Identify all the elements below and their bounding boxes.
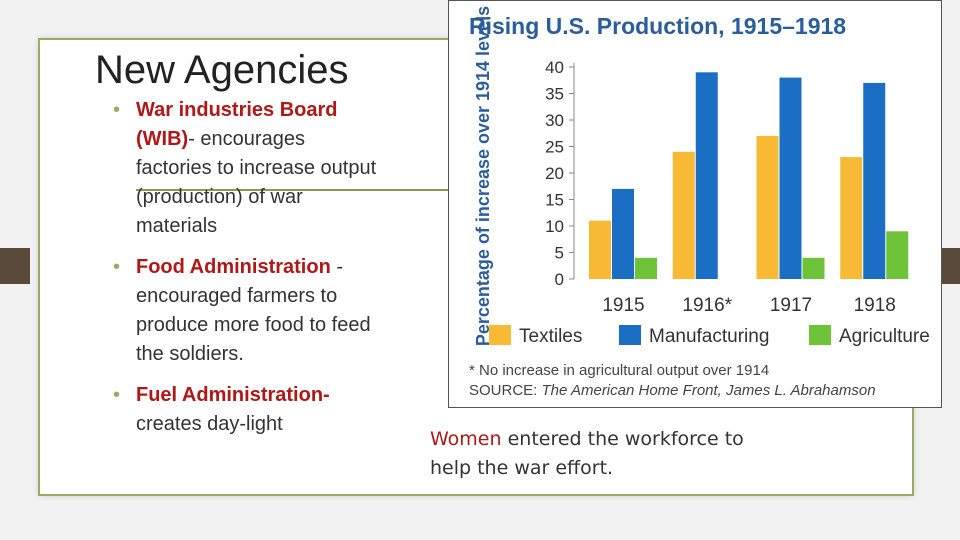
y-tick-label: 0 bbox=[555, 270, 564, 289]
y-tick-label: 25 bbox=[545, 138, 564, 157]
source-label: SOURCE: bbox=[469, 382, 542, 399]
bar-textiles-1918 bbox=[840, 157, 863, 279]
bullet-wib: • War industries Board (WIB)- encourages… bbox=[112, 96, 382, 241]
chart-image: Rising U.S. Production, 1915–1918 Percent… bbox=[448, 0, 942, 408]
y-tick-label: 15 bbox=[545, 191, 564, 210]
caption: Women entered the workforce to help the … bbox=[430, 425, 790, 483]
y-tick-label: 30 bbox=[545, 111, 564, 130]
legend-label-agriculture: Agriculture bbox=[839, 326, 930, 347]
bullet-text: - encourages factories to increase outpu… bbox=[136, 128, 377, 237]
legend-label-textiles: Textiles bbox=[519, 326, 582, 347]
bar-textiles-1917 bbox=[756, 135, 779, 279]
title-underline bbox=[136, 189, 576, 191]
bullet-clip-area: • War industries Board (WIB)- encourages… bbox=[112, 96, 412, 540]
y-tick-label: 5 bbox=[555, 244, 564, 263]
bullet-food: • Food Administration - encouraged farme… bbox=[112, 253, 382, 369]
legend-swatch-textiles bbox=[489, 325, 511, 345]
chart-title: Rising U.S. Production, 1915–1918 bbox=[469, 13, 846, 39]
production-chart: Rising U.S. Production, 1915–1918Percent… bbox=[469, 6, 930, 399]
bar-manufacturing-1916* bbox=[695, 72, 718, 279]
bullet-term: Fuel Administration- bbox=[136, 384, 330, 406]
y-tick-label: 20 bbox=[545, 164, 564, 183]
x-tick-label: 1917 bbox=[770, 295, 812, 316]
bullet-term: War industries Board (WIB) bbox=[136, 99, 338, 150]
bar-manufacturing-1915 bbox=[612, 188, 634, 279]
x-tick-label: 1915 bbox=[602, 295, 644, 316]
left-edge-tab bbox=[0, 248, 30, 284]
x-tick-label: 1918 bbox=[854, 295, 896, 316]
bullet-fuel: • Fuel Administration- creates day-light bbox=[112, 381, 382, 439]
chart-source: SOURCE: The American Home Front, James L… bbox=[469, 382, 876, 399]
chart-footnote: * No increase in agricultural output ove… bbox=[469, 362, 769, 379]
legend-label-manufacturing: Manufacturing bbox=[649, 326, 769, 347]
slide-title: New Agencies bbox=[95, 48, 349, 92]
bullet-text: - encouraged farmers to produce more foo… bbox=[136, 256, 371, 365]
y-tick-label: 40 bbox=[545, 58, 564, 77]
bar-textiles-1916* bbox=[672, 151, 695, 279]
y-axis-label: Percentage of increase over 1914 levels bbox=[473, 6, 493, 346]
bullet-text: creates day-light bbox=[136, 413, 283, 435]
bar-manufacturing-1918 bbox=[863, 82, 886, 280]
bullet-dot-icon: • bbox=[113, 384, 121, 406]
bullet-list: • War industries Board (WIB)- encourages… bbox=[112, 96, 382, 451]
legend-swatch-manufacturing bbox=[619, 325, 641, 345]
caption-highlight: Women bbox=[430, 428, 502, 450]
bar-manufacturing-1917 bbox=[779, 77, 802, 279]
bar-agriculture-1918 bbox=[886, 231, 909, 279]
legend-swatch-agriculture bbox=[809, 325, 831, 345]
bullet-term: Food Administration bbox=[136, 256, 331, 278]
bar-agriculture-1917 bbox=[802, 257, 825, 279]
bar-agriculture-1915 bbox=[635, 257, 657, 279]
bullet-dot-icon: • bbox=[113, 99, 121, 121]
bullet-dot-icon: • bbox=[113, 256, 121, 278]
source-text: The American Home Front, James L. Abraha… bbox=[542, 382, 876, 399]
y-tick-label: 10 bbox=[545, 217, 564, 236]
x-tick-label: 1916* bbox=[682, 295, 732, 316]
bar-textiles-1915 bbox=[589, 220, 611, 279]
y-tick-label: 35 bbox=[545, 85, 564, 104]
caption-text: entered the workforce to help the war ef… bbox=[430, 428, 744, 479]
